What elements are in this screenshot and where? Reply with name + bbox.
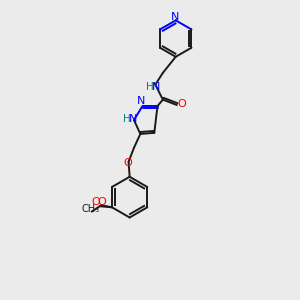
Text: N: N — [171, 11, 179, 22]
Text: N: N — [129, 114, 137, 124]
Text: N: N — [152, 82, 160, 92]
Text: N: N — [137, 96, 146, 106]
Text: O: O — [91, 197, 100, 207]
Text: CH₃: CH₃ — [82, 204, 100, 214]
Text: O: O — [123, 158, 132, 168]
Text: H: H — [123, 114, 131, 124]
Text: O: O — [177, 99, 186, 109]
Text: O: O — [98, 196, 106, 206]
Text: H: H — [146, 82, 154, 92]
